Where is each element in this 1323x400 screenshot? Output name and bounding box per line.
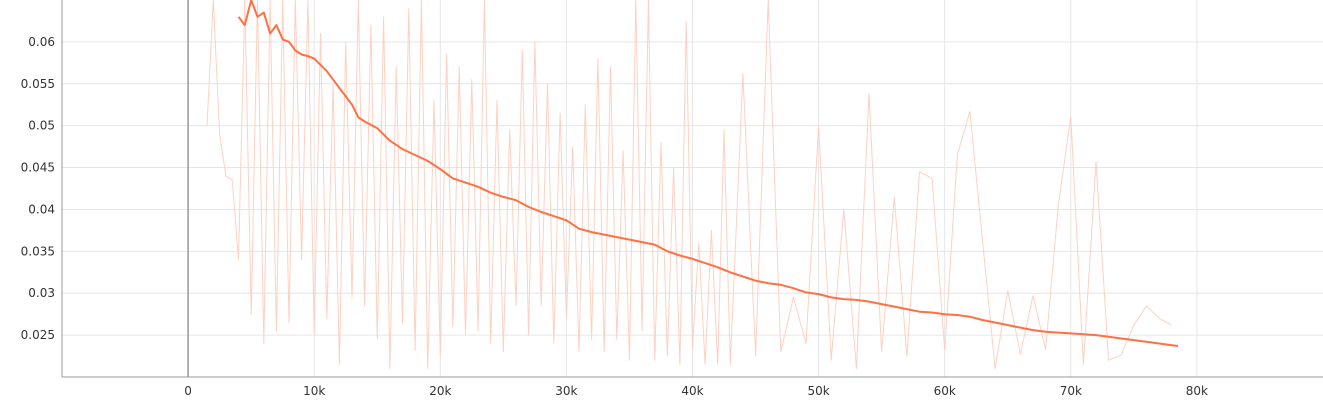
y-tick-label: 0.025 [21, 328, 55, 342]
y-tick-label: 0.055 [21, 77, 55, 91]
y-tick-label: 0.03 [28, 286, 55, 300]
plot-area [206, 0, 1179, 370]
y-tick-label: 0.04 [28, 202, 55, 216]
x-tick-label: 40k [681, 384, 703, 398]
raw-series-line [206, 0, 1172, 370]
y-tick-label: 0.06 [28, 35, 55, 49]
smoothed-series-line [237, 0, 1179, 347]
y-tick-label: 0.045 [21, 161, 55, 175]
x-tick-label: 80k [1186, 384, 1208, 398]
x-tick-label: 60k [934, 384, 956, 398]
x-tick-label: 50k [807, 384, 829, 398]
x-tick-label: 70k [1060, 384, 1082, 398]
axes [61, 0, 1323, 378]
x-tick-label: 10k [303, 384, 325, 398]
x-tick-label: 0 [184, 384, 192, 398]
x-tick-label: 20k [429, 384, 451, 398]
y-tick-label: 0.035 [21, 244, 55, 258]
y-tick-label: 0.05 [28, 119, 55, 133]
x-tick-label: 30k [555, 384, 577, 398]
grid-lines [62, 0, 1323, 377]
tick-labels: 0 10k 20k 30k 40k 50k 60k 70k 80k 0.025 0.03 0.035 0… [21, 35, 1208, 398]
